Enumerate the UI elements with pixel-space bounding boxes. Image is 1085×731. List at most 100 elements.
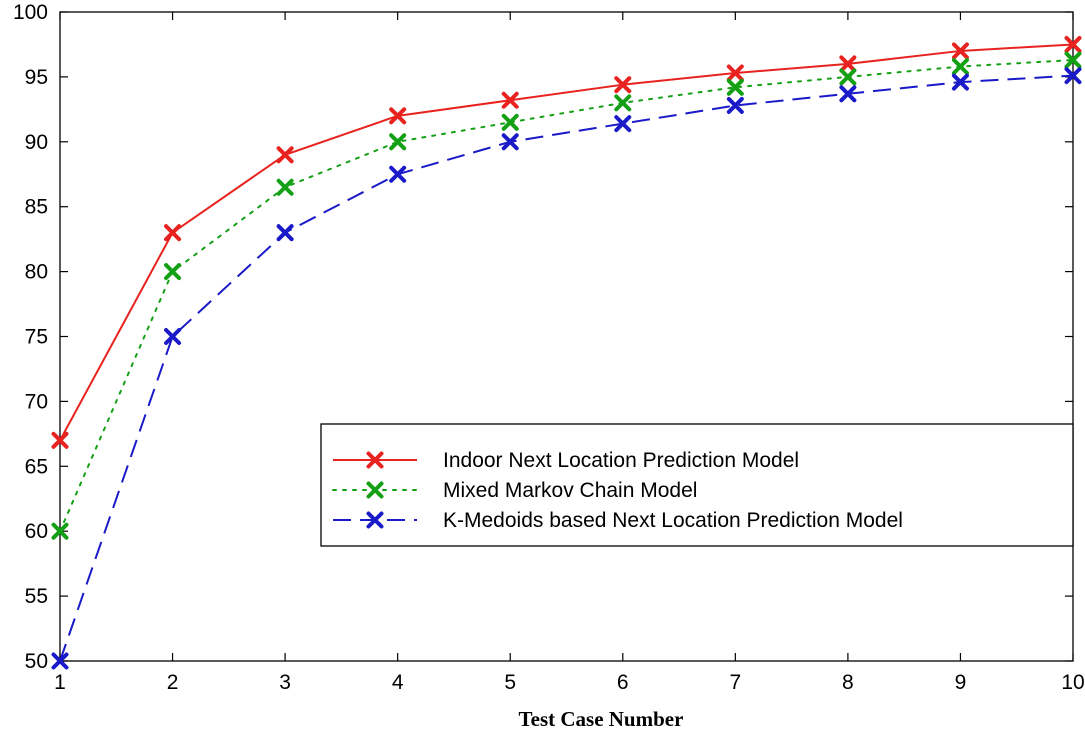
series-1 — [51, 35, 1082, 449]
legend-entry: K-Medoids based Next Location Prediction… — [333, 509, 903, 532]
y-tick-label: 60 — [25, 520, 48, 543]
marker-stroke — [51, 431, 69, 449]
legend-box — [320, 423, 1074, 547]
marker-stroke — [51, 522, 69, 540]
marker-stroke — [164, 263, 182, 281]
data-point — [501, 113, 519, 131]
data-point — [951, 73, 969, 91]
data-point — [614, 115, 632, 133]
y-tick-label: 55 — [25, 585, 48, 608]
x-tick-label: 8 — [842, 671, 854, 694]
axes: 50 55 60 65 70 75 80 85 90 95 100 1 2 3 4 5 6 7 8 9 10 — [13, 1, 1085, 694]
marker-stroke — [366, 451, 384, 469]
x-tick-label: 6 — [617, 671, 629, 694]
data-point — [501, 133, 519, 151]
data-point — [1064, 51, 1082, 69]
marker-stroke — [276, 146, 294, 164]
x-axis-title: Test Case Number — [519, 707, 684, 731]
series-2 — [51, 51, 1082, 540]
data-point — [726, 96, 744, 114]
series-line — [59, 43, 1074, 441]
marker-stroke — [614, 76, 632, 94]
marker-stroke — [839, 55, 857, 73]
y-tick-label: 100 — [13, 1, 48, 24]
legend-marker — [366, 451, 384, 469]
marker-stroke — [839, 85, 857, 103]
data-point — [164, 263, 182, 281]
marker-stroke — [366, 511, 384, 529]
x-tick-label: 2 — [167, 671, 179, 694]
marker-stroke — [951, 73, 969, 91]
data-point — [51, 522, 69, 540]
y-tick-label: 85 — [25, 196, 48, 219]
legend-entry: Indoor Next Location Prediction Model — [333, 449, 799, 472]
data-point — [276, 146, 294, 164]
data-point — [276, 224, 294, 242]
y-tick-label: 90 — [25, 131, 48, 154]
marker-stroke — [164, 224, 182, 242]
marker-stroke — [726, 78, 744, 96]
data-point — [389, 165, 407, 183]
data-point — [951, 58, 969, 76]
marker-stroke — [501, 91, 519, 109]
data-point — [51, 431, 69, 449]
legend-entry: Mixed Markov Chain Model — [332, 479, 697, 502]
data-point — [501, 91, 519, 109]
marker-stroke — [501, 113, 519, 131]
data-point — [1064, 35, 1082, 53]
y-tick-label: 65 — [25, 455, 48, 478]
data-point — [164, 224, 182, 242]
legend-marker — [366, 511, 384, 529]
y-tick-label: 95 — [25, 66, 48, 89]
x-tick-label: 7 — [729, 671, 741, 694]
y-tick-label: 80 — [25, 261, 48, 284]
data-point — [276, 178, 294, 196]
data-point — [726, 64, 744, 82]
marker-stroke — [389, 165, 407, 183]
series-3 — [51, 67, 1082, 670]
marker-stroke — [726, 96, 744, 114]
legend: Indoor Next Location Prediction Model Mix… — [320, 423, 1074, 547]
data-point — [164, 328, 182, 345]
marker-stroke — [951, 42, 969, 60]
data-point — [51, 652, 69, 670]
x-tick-label: 1 — [54, 671, 66, 694]
data-point — [614, 94, 632, 112]
data-point — [839, 55, 857, 73]
data-point — [839, 68, 857, 86]
plot-frame — [59, 11, 1074, 662]
y-tick-label: 70 — [25, 390, 48, 413]
x-tick-label: 9 — [955, 671, 967, 694]
marker-stroke — [1064, 35, 1082, 53]
series-line — [59, 59, 1074, 533]
data-point — [1064, 67, 1082, 85]
marker-stroke — [501, 133, 519, 151]
data-point — [389, 107, 407, 125]
marker-stroke — [726, 64, 744, 82]
legend-label: K-Medoids based Next Location Prediction… — [443, 509, 903, 532]
data-point — [389, 133, 407, 151]
data-point — [614, 76, 632, 94]
y-tick-label: 50 — [25, 650, 48, 673]
marker-stroke — [389, 133, 407, 151]
marker-stroke — [839, 68, 857, 86]
marker-stroke — [951, 58, 969, 76]
x-tick-label: 3 — [279, 671, 291, 694]
marker-stroke — [1064, 67, 1082, 85]
legend-label: Indoor Next Location Prediction Model — [443, 449, 799, 472]
marker-stroke — [614, 94, 632, 112]
data-point — [839, 85, 857, 103]
x-tick-label: 10 — [1061, 671, 1084, 694]
marker-stroke — [164, 328, 182, 345]
data-point — [726, 78, 744, 96]
x-tick-label: 5 — [504, 671, 516, 694]
y-tick-label: 75 — [25, 326, 48, 349]
x-tick-label: 4 — [392, 671, 404, 694]
marker-stroke — [1064, 51, 1082, 69]
series-layer — [51, 35, 1082, 670]
series-line — [59, 74, 1074, 662]
marker-stroke — [366, 481, 384, 499]
marker-stroke — [51, 652, 69, 670]
data-point — [951, 42, 969, 60]
